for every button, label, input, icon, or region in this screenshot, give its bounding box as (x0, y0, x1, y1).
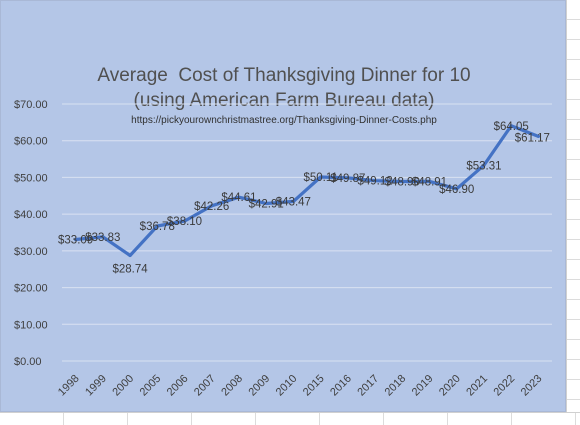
data-point (428, 179, 431, 183)
x-tick-label: 2015 (301, 373, 327, 399)
data-label: $48.90 (385, 176, 420, 188)
data-label: $43.47 (276, 196, 311, 208)
data-point (346, 176, 350, 180)
data-label: $28.74 (112, 263, 148, 275)
x-tick-label: 2007 (192, 373, 218, 399)
data-point (291, 199, 295, 203)
x-tick-label: 2006 (165, 373, 191, 399)
data-label: $49.87 (330, 173, 365, 185)
x-tick-label: 2022 (491, 373, 517, 399)
data-point (183, 219, 186, 223)
data-point (455, 187, 459, 191)
chart-area[interactable]: Average Cost of Thanksgiving Dinner for … (0, 0, 566, 412)
spreadsheet-grid-right (566, 0, 580, 424)
x-tick-label: 1999 (83, 373, 109, 399)
x-tick-label: 2019 (410, 373, 436, 399)
data-label: $48.91 (412, 176, 447, 188)
data-label: $36.78 (140, 221, 175, 233)
y-tick-label: $10.00 (14, 319, 48, 331)
data-label: $42.91 (249, 198, 284, 210)
y-tick-label: $20.00 (14, 283, 48, 295)
data-point (482, 163, 486, 167)
y-tick-label: $30.00 (14, 246, 48, 258)
x-tick-label: 2009 (246, 373, 272, 399)
x-tick-label: 2016 (328, 373, 354, 399)
data-label: $50.11 (303, 172, 337, 184)
data-label: $53.31 (466, 160, 501, 172)
data-label: $64.05 (494, 121, 529, 133)
x-tick-label: 2008 (219, 373, 245, 399)
data-point (155, 224, 159, 228)
chart-subtitle: (using American Farm Bureau data) (133, 90, 435, 111)
data-label: $46.90 (439, 184, 474, 196)
series-line (73, 124, 541, 258)
data-label: $33.83 (85, 232, 120, 244)
chart-title: Average Cost of Thanksgiving Dinner for … (1, 63, 567, 113)
line-chart: $0.00 $10.00 $20.00 $30.00 $40.00 $50.00 $60.0… (14, 99, 552, 399)
data-point (536, 134, 540, 138)
data-point (128, 253, 132, 257)
x-tick-label: 2018 (383, 373, 409, 399)
y-tick-label: $70.00 (14, 99, 48, 111)
data-label: $38.10 (167, 216, 202, 228)
data-label: $61.17 (515, 132, 550, 144)
x-tick-label: 2021 (464, 373, 490, 399)
data-point (400, 179, 404, 183)
data-point (74, 238, 78, 242)
data-label: $42.26 (194, 201, 229, 213)
x-tick-label: 2017 (355, 373, 381, 399)
data-point (319, 175, 323, 179)
data-point (237, 195, 241, 199)
data-label: $44.61 (221, 192, 256, 204)
data-point (509, 124, 513, 128)
spreadsheet-grid-bottom (0, 412, 580, 425)
chart-source-url: https://pickyourownchristmastree.org/Tha… (131, 115, 437, 126)
chart-title-line-1: Average Cost of Thanksgiving Dinner for … (97, 65, 471, 86)
y-tick-label: $40.00 (14, 209, 48, 221)
y-tick-label: $0.00 (14, 356, 42, 368)
x-tick-label: 2000 (110, 373, 136, 399)
x-tick-label: 2023 (519, 373, 545, 399)
data-point (210, 204, 214, 208)
x-tick-label: 1998 (56, 373, 82, 399)
data-point (264, 201, 268, 205)
data-label: $33.09 (58, 235, 93, 247)
data-point (373, 179, 377, 183)
y-tick-label: $60.00 (14, 136, 48, 148)
data-label: $49.12 (357, 176, 392, 188)
x-tick-label: 2010 (274, 373, 300, 399)
data-point (101, 235, 105, 239)
y-tick-label: $50.00 (14, 172, 48, 184)
x-tick-label: 2020 (437, 373, 463, 399)
x-tick-label: 2005 (138, 373, 164, 399)
